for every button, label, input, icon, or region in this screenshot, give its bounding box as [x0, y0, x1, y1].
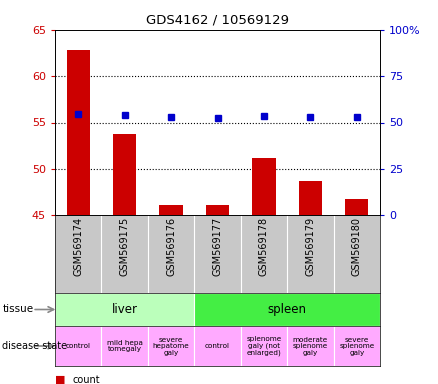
Text: mild hepa
tomegaly: mild hepa tomegaly	[107, 340, 143, 352]
Text: count: count	[73, 375, 100, 384]
Bar	[148, 326, 194, 366]
Text: GDS4162 / 10569129: GDS4162 / 10569129	[146, 13, 289, 26]
Text: control: control	[205, 343, 230, 349]
Text: disease state: disease state	[2, 341, 67, 351]
Text: control: control	[66, 343, 91, 349]
Bar	[299, 181, 322, 215]
Text: GSM569177: GSM569177	[212, 217, 223, 276]
Text: GSM569175: GSM569175	[120, 217, 130, 276]
Bar	[159, 205, 183, 215]
Text: severe
splenome
galy: severe splenome galy	[339, 336, 374, 356]
Bar	[206, 205, 229, 215]
Text: severe
hepatome
galy: severe hepatome galy	[153, 336, 190, 356]
Text: ■: ■	[55, 375, 66, 384]
Bar	[55, 326, 102, 366]
Bar	[241, 326, 287, 366]
Text: GSM569180: GSM569180	[352, 217, 362, 276]
Bar	[252, 158, 276, 215]
Bar	[55, 293, 194, 326]
Text: GSM569178: GSM569178	[259, 217, 269, 276]
Text: liver: liver	[112, 303, 138, 316]
Bar	[345, 199, 368, 215]
Text: moderate
splenome
galy: moderate splenome galy	[293, 336, 328, 356]
Text: spleen: spleen	[268, 303, 307, 316]
Text: tissue: tissue	[2, 305, 33, 314]
Bar	[194, 326, 241, 366]
Bar	[194, 293, 380, 326]
Text: GSM569174: GSM569174	[73, 217, 83, 276]
Bar	[287, 326, 334, 366]
Bar	[334, 326, 380, 366]
Text: GSM569176: GSM569176	[166, 217, 176, 276]
Bar	[67, 50, 90, 215]
Text: GSM569179: GSM569179	[305, 217, 315, 276]
Bar	[102, 326, 148, 366]
Bar	[113, 134, 136, 215]
Text: splenome
galy (not
enlarged): splenome galy (not enlarged)	[246, 336, 282, 356]
